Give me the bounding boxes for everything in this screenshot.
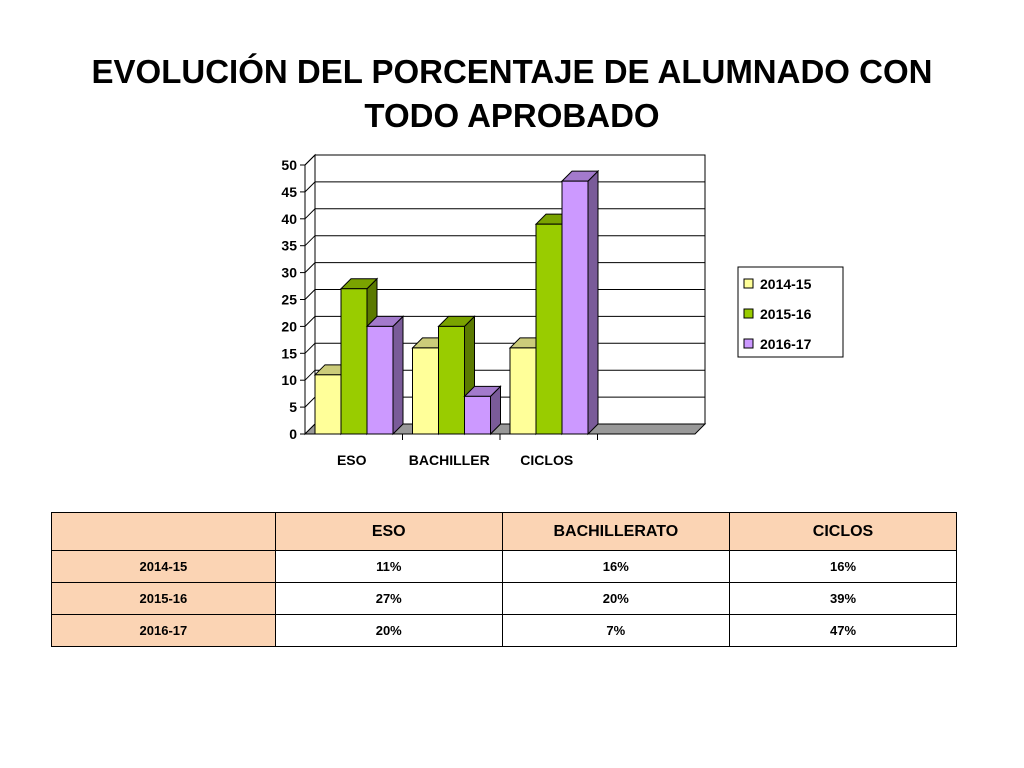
table-cell: 11% [274,550,503,583]
data-table: ESO BACHILLERATO CICLOS 2014-15 11% 16% … [51,512,957,647]
table-cell: 20% [501,582,731,615]
table-row: 2014-15 11% 16% 16% [51,550,957,583]
legend-label: 2016-17 [760,336,812,352]
bar-2015-16-ESO [339,277,379,436]
row-label: 2016-17 [51,614,276,647]
slide-title: EVOLUCIÓN DEL PORCENTAJE DE ALUMNADO CON… [91,53,933,134]
row-label: 2015-16 [51,582,276,615]
bar-2016-17-ESO [365,315,405,436]
bar-chart: 0 5 10 15 20 25 30 35 40 45 50 ESO BACHILLER CICLOS 20… [281,153,844,468]
bar-front-face [509,347,537,435]
column-header-ciclos: CICLOS [729,512,957,551]
x-tick-label: CICLOS [520,452,573,468]
y-tick-label: 5 [289,399,297,415]
y-tick-label: 25 [281,292,297,308]
table-row: 2015-16 27% 20% 39% [51,582,957,615]
legend-label: 2014-15 [760,276,812,292]
table-row: 2016-17 20% 7% 47% [51,614,957,647]
table-cell: 20% [274,614,503,647]
table-cell: 47% [729,614,957,647]
table-cell: 27% [274,582,503,615]
row-label: 2014-15 [51,550,276,583]
x-tick-label: BACHILLER [409,452,490,468]
y-tick-label: 0 [289,426,297,442]
table-header-row: ESO BACHILLERATO CICLOS [51,512,957,551]
chart-legend: 2014-15 2015-16 2016-17 [737,266,844,358]
bar-front-face [438,325,465,435]
y-tick-label: 40 [281,211,297,227]
table-cell: 16% [729,550,957,583]
y-tick-label: 15 [281,345,297,361]
y-tick-label: 35 [281,238,297,254]
legend-swatch [743,308,754,319]
x-tick-label: ESO [337,452,367,468]
bar-front-face [340,288,368,435]
y-tick-label: 50 [281,157,297,173]
table-cell: 16% [501,550,731,583]
y-tick-label: 20 [281,318,297,334]
bar-front-face [412,347,439,435]
bar-2016-17-CICLOS [560,169,600,436]
y-tick-label: 45 [281,184,297,200]
table-corner-cell [51,512,276,551]
y-tick-label: 30 [281,265,297,281]
legend-label: 2015-16 [760,306,812,322]
column-header-bachillerato: BACHILLERATO [501,512,731,551]
legend-box [737,266,844,358]
bar-2016-17-BACHILLER [463,385,502,436]
bar-front-face [561,180,589,435]
table-cell: 7% [501,614,731,647]
bar-front-face [535,223,563,435]
y-tick-label: 10 [281,372,297,388]
table-cell: 39% [729,582,957,615]
column-header-eso: ESO [274,512,503,551]
bar-front-face [314,374,342,435]
bar-front-face [366,325,394,435]
bar-side-face [392,315,404,436]
legend-swatch [743,338,754,349]
gridline [304,154,705,166]
bar-front-face [464,395,491,435]
legend-swatch [743,278,754,289]
bar-side-face [587,169,599,436]
